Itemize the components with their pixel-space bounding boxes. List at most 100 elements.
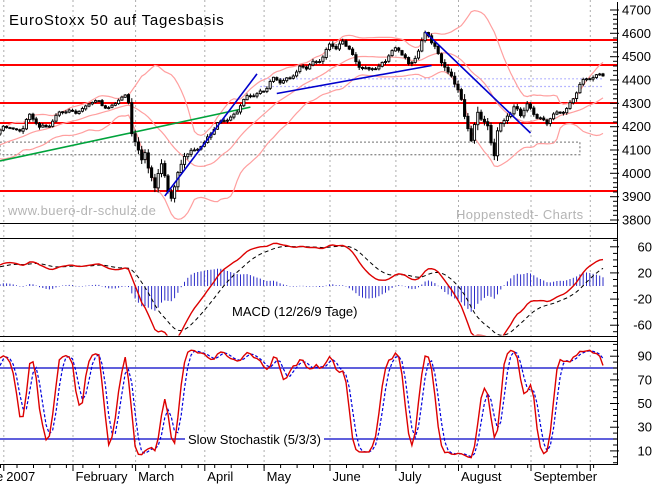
candle-body (413, 57, 417, 63)
candle-body (242, 98, 246, 107)
candle-body (179, 163, 183, 173)
macd-histogram-bar (68, 284, 70, 286)
chart-title: EuroStoxx 50 auf Tagesbasis (9, 12, 225, 29)
candle-body (143, 152, 147, 161)
macd-histogram-bar (32, 284, 34, 286)
candle-body (393, 47, 397, 52)
candle-body (281, 80, 285, 84)
candle-body (479, 111, 483, 120)
macd-histogram-bar (134, 286, 136, 299)
candle-body (107, 107, 111, 110)
macd-histogram-bar (408, 286, 410, 289)
macd-histogram-bar (273, 280, 274, 286)
price-axis-label: 4400 (622, 73, 651, 88)
macd-histogram-bar (91, 285, 93, 286)
price-axis-label: 4100 (622, 143, 651, 158)
candle-body (433, 42, 437, 47)
candle-body (588, 78, 592, 81)
candle-body (565, 108, 569, 114)
macd-histogram-bar (101, 286, 103, 287)
candle-body (245, 95, 249, 101)
macd-histogram-bar (35, 285, 37, 286)
macd-histogram-bar (385, 286, 386, 293)
candle-body (324, 49, 328, 58)
candle-body (232, 113, 236, 118)
candle-body (410, 62, 414, 64)
macd-histogram-bar (553, 281, 555, 286)
macd-histogram-bar (197, 272, 199, 286)
candle-body (235, 111, 239, 115)
macd-axis-label: 20 (638, 265, 652, 280)
candle-body (453, 75, 457, 85)
candle-body (344, 40, 348, 47)
macd-histogram-bar (602, 277, 604, 286)
candle-body (1, 125, 5, 131)
candle-body (519, 108, 523, 117)
month-label: August (461, 469, 502, 484)
macd-histogram-bar (9, 283, 11, 286)
macd-histogram-bar (75, 285, 77, 287)
macd-histogram-bar (207, 270, 209, 286)
candle-body (123, 94, 127, 98)
stochastic-axis-label: 50 (638, 396, 652, 411)
macd-histogram-bar (296, 286, 298, 287)
macd-histogram-bar (246, 274, 248, 286)
macd-histogram-bar (289, 286, 291, 287)
candle-body (130, 102, 134, 135)
macd-histogram-bar (460, 286, 462, 303)
stochastic-k-line (0, 349, 604, 459)
month-label: April (207, 469, 233, 484)
macd-histogram-bar (342, 285, 344, 286)
candle-body (28, 113, 32, 121)
candle-body (482, 118, 486, 123)
candle-body (268, 81, 272, 89)
bollinger-lower-line (0, 70, 604, 220)
candle-body (238, 105, 243, 113)
macd-histogram-bar (362, 286, 363, 298)
macd-histogram-bar (368, 286, 370, 299)
macd-histogram-bar (164, 286, 166, 301)
candle-body (61, 111, 65, 114)
macd-histogram-bar (12, 284, 14, 286)
candle-body (380, 61, 384, 67)
macd-histogram-bar (154, 286, 156, 311)
macd-histogram-bar (177, 286, 179, 293)
macd-histogram-bar (510, 278, 512, 286)
macd-histogram-bar (490, 286, 492, 297)
candle-body (51, 120, 55, 127)
candle-body (146, 152, 150, 169)
macd-histogram-bar (319, 286, 321, 287)
macd-histogram-bar (95, 284, 97, 286)
candle-body (113, 103, 117, 106)
candle-body (439, 53, 444, 64)
macd-histogram-bar (55, 286, 57, 288)
month-label: 2007 (6, 469, 35, 484)
macd-histogram-bar (464, 286, 466, 306)
macd-histogram-bar (161, 286, 162, 303)
candle-body (173, 186, 177, 199)
candle-body (136, 141, 140, 151)
candle-body (225, 119, 229, 122)
candle-body (403, 54, 407, 58)
candle-body (314, 61, 318, 64)
candle-body (367, 67, 371, 70)
macd-axis-label: -20 (633, 292, 652, 307)
macd-histogram-bar (404, 286, 406, 287)
macd-histogram-bar (25, 285, 27, 286)
trendline-blue-july-downtrend (424, 31, 532, 134)
macd-histogram-bar (42, 286, 44, 288)
candle-body (252, 95, 256, 98)
trendline-green-uptrend (0, 106, 251, 162)
macd-histogram-bar (325, 285, 327, 287)
candle-body (189, 149, 193, 155)
candle-body (459, 89, 463, 100)
macd-histogram-bar (259, 278, 261, 286)
bollinger-upper-line (0, 9, 604, 137)
candle-body (446, 67, 450, 73)
macd-histogram-bar (193, 272, 195, 286)
macd-histogram-bar (394, 285, 396, 287)
candle-body (351, 48, 355, 55)
candle-body (192, 149, 196, 152)
candle-body (87, 103, 91, 107)
candle-body (548, 118, 552, 124)
